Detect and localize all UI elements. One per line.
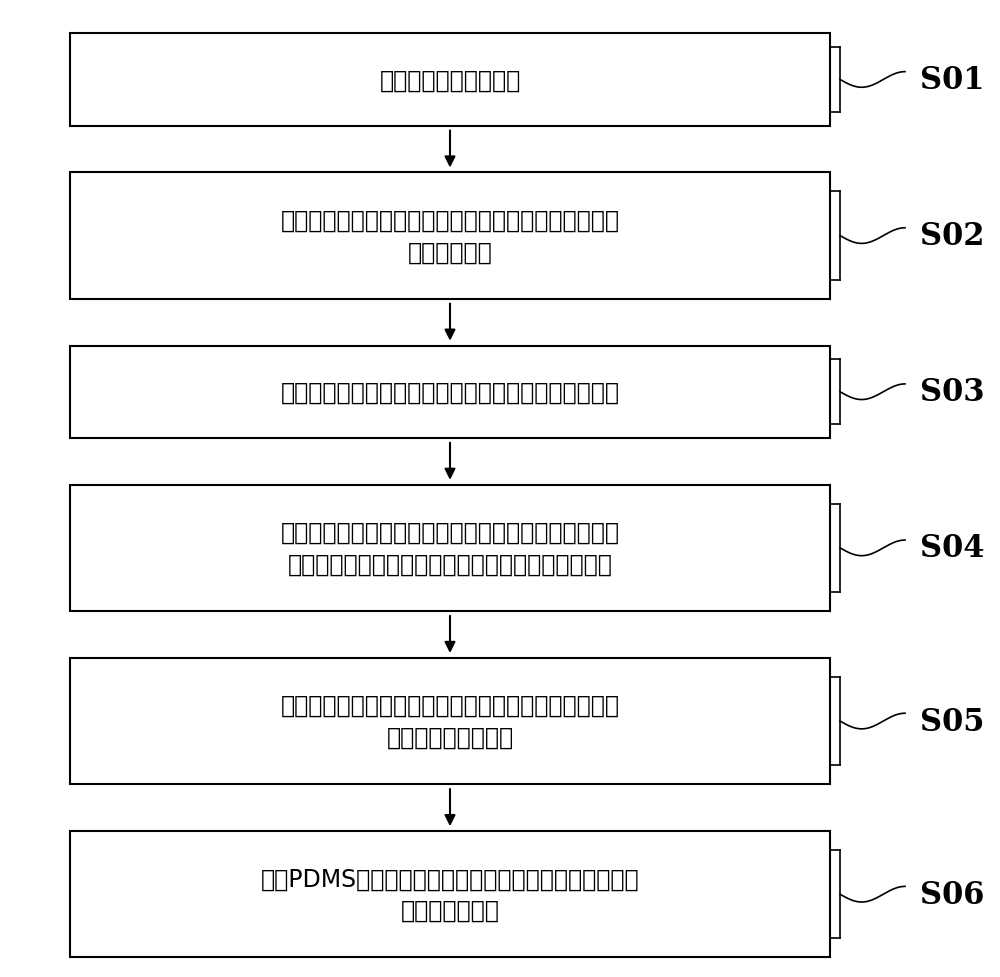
Bar	[70, 658, 830, 785]
Text: 提供一无机半导体衬底: 提供一无机半导体衬底	[379, 68, 521, 93]
Text: S03: S03	[920, 377, 985, 407]
Bar	[70, 831, 830, 957]
Bar	[70, 173, 830, 300]
Text: 采用PDMS印章工艺将半导体器件转移至柔性衬底，形成
柔性半导体器件: 采用PDMS印章工艺将半导体器件转移至柔性衬底，形成 柔性半导体器件	[261, 867, 639, 922]
Text: S06: S06	[920, 878, 984, 910]
Text: 采用光刻和刻蚀工艺在所述半导体器件四周形成沟槽，
且所述沟槽的四周相邻的端点处保留预设尺寸的桥接: 采用光刻和刻蚀工艺在所述半导体器件四周形成沟槽， 且所述沟槽的四周相邻的端点处保…	[280, 521, 620, 576]
Bar	[70, 486, 830, 612]
Bar	[70, 346, 830, 439]
Text: S05: S05	[920, 705, 984, 737]
Text: S01: S01	[920, 64, 984, 96]
Text: 制备基于无机半导体薄膜的半导体器件以及隔离介质层: 制备基于无机半导体薄膜的半导体器件以及隔离介质层	[280, 380, 620, 404]
Text: 采用异质外延生长工艺在所述无机半导体衬底上生长无
机半导体薄膜: 采用异质外延生长工艺在所述无机半导体衬底上生长无 机半导体薄膜	[280, 208, 620, 264]
Bar	[70, 34, 830, 127]
Text: 对所述无机半导体衬底进行横向刻蚀，以使所述半导体
器件的底部保持悬空: 对所述无机半导体衬底进行横向刻蚀，以使所述半导体 器件的底部保持悬空	[280, 694, 620, 749]
Text: S02: S02	[920, 221, 984, 252]
Text: S04: S04	[920, 532, 984, 564]
